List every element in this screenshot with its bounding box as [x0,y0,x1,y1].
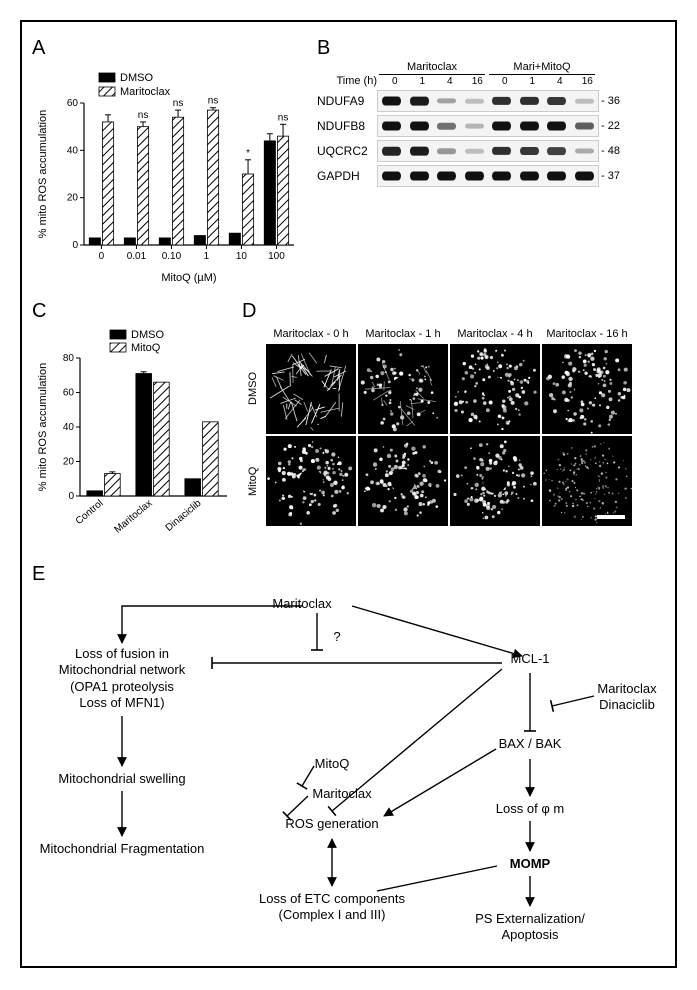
svg-text:Maritoclax: Maritoclax [112,498,154,536]
panel-c: C 0 20 40 60 80 % mito ROS accumulation Contro… [32,300,232,548]
flow-node-qmark: ? [333,629,340,645]
flow-node-fusion: Loss of fusion inMitochondrial network(O… [59,646,185,711]
svg-text:0.01: 0.01 [127,251,147,262]
svg-text:0: 0 [99,251,105,262]
svg-text:1: 1 [204,251,210,262]
flow-node-maritoclax_mid: Maritoclax [312,786,371,802]
row-ab: A 0 20 40 60 % mito ROS accumulation 0 ns 0.01 n… [32,37,665,285]
microscopy-cell [266,344,356,434]
svg-text:MitoQ (µM): MitoQ (µM) [161,272,216,284]
panel-a: A 0 20 40 60 % mito ROS accumulation 0 ns 0.01 n… [32,37,302,285]
flow-node-maritoclax_top: Maritoclax [272,596,331,612]
flow-node-mari_dina: MaritoclaxDinaciclib [597,681,656,714]
microscopy-cell [358,436,448,526]
svg-text:Control: Control [74,498,106,527]
panel-c-label: C [32,300,232,323]
svg-text:% mito ROS accumulation: % mito ROS accumulation [37,363,49,491]
panel-e: E Maritoclax MCL-1 Loss of fusion inMitoch… [32,563,665,951]
flow-node-momp: MOMP [510,856,550,872]
row-cd: C 0 20 40 60 80 % mito ROS accumulation Contro… [32,300,665,548]
microscopy-cell [450,436,540,526]
svg-text:40: 40 [63,422,75,433]
panel-a-label: A [32,37,302,60]
microscopy-cell [266,436,356,526]
svg-text:ns: ns [173,98,184,109]
svg-text:100: 100 [268,251,285,262]
flow-node-fragmentation: Mitochondrial Fragmentation [40,841,205,857]
flow-node-loss_phi: Loss of φ m [496,801,564,817]
svg-text:ns: ns [278,112,289,123]
microscopy-cell [542,436,632,526]
micro-col-header: Maritoclax - 16 h [542,328,632,342]
micro-row-header: MitoQ [242,436,264,526]
panel-e-label: E [32,563,665,586]
svg-text:MitoQ: MitoQ [131,342,161,354]
svg-text:60: 60 [67,98,79,109]
blot-row-uqcrc2: UQCRC2- 48 [317,140,623,162]
svg-text:0: 0 [68,491,74,502]
svg-text:80: 80 [63,353,75,364]
micro-col-header: Maritoclax - 1 h [358,328,448,342]
flow-node-etc: Loss of ETC components(Complex I and III… [259,891,405,924]
microscopy-cell [450,344,540,434]
blot-row-gapdh: GAPDH- 37 [317,165,623,187]
microscopy-cell [358,344,448,434]
svg-text:Dinaciclib: Dinaciclib [164,498,204,534]
flow-node-swelling: Mitochondrial swelling [58,771,185,787]
svg-text:60: 60 [63,388,75,399]
svg-text:0: 0 [72,240,78,251]
micro-row-header: DMSO [242,344,264,434]
svg-text:0.10: 0.10 [162,251,182,262]
blot-row-ndufa9: NDUFA9- 36 [317,90,623,112]
panel-e-flowchart: Maritoclax MCL-1 Loss of fusion inMitochon… [32,591,662,951]
svg-text:ns: ns [138,110,149,121]
panel-d: D Maritoclax - 0 hMaritoclax - 1 hMarito… [242,300,632,526]
panel-b-label: B [317,37,623,60]
svg-text:Maritoclax: Maritoclax [120,86,171,98]
svg-text:% mito ROS accumulation: % mito ROS accumulation [37,110,49,238]
svg-text:*: * [246,148,250,159]
svg-text:10: 10 [236,251,248,262]
scale-bar [597,515,625,519]
microscopy-cell [542,344,632,434]
svg-text:20: 20 [67,193,79,204]
flow-node-mitoq: MitoQ [315,756,350,772]
blot-row-ndufb8: NDUFB8- 22 [317,115,623,137]
panel-a-chart: 0 20 40 60 % mito ROS accumulation 0 ns 0.01 ns 0… [32,65,302,285]
svg-text:20: 20 [63,457,75,468]
svg-text:40: 40 [67,145,79,156]
panel-b: B Maritoclax Mari+MitoQ Time (h)01416014… [317,37,623,190]
flow-node-baxbak: BAX / BAK [499,736,562,752]
panel-d-label: D [242,300,632,323]
flow-node-ps: PS Externalization/ Apoptosis [464,911,596,944]
svg-text:ns: ns [208,96,219,107]
flow-node-ros: ROS generation [285,816,378,832]
micro-col-header: Maritoclax - 4 h [450,328,540,342]
flow-node-mcl1: MCL-1 [510,651,549,667]
figure-container: A 0 20 40 60 % mito ROS accumulation 0 ns 0.01 n… [20,20,677,968]
panel-b-blots: Maritoclax Mari+MitoQ Time (h)0141601416… [317,74,623,187]
svg-text:DMSO: DMSO [120,72,153,84]
panel-c-chart: 020406080% mito ROS accumulationControlM… [32,328,232,548]
svg-text:DMSO: DMSO [131,329,164,341]
micro-col-header: Maritoclax - 0 h [266,328,356,342]
panel-d-grid: Maritoclax - 0 hMaritoclax - 1 hMaritocl… [242,328,632,526]
